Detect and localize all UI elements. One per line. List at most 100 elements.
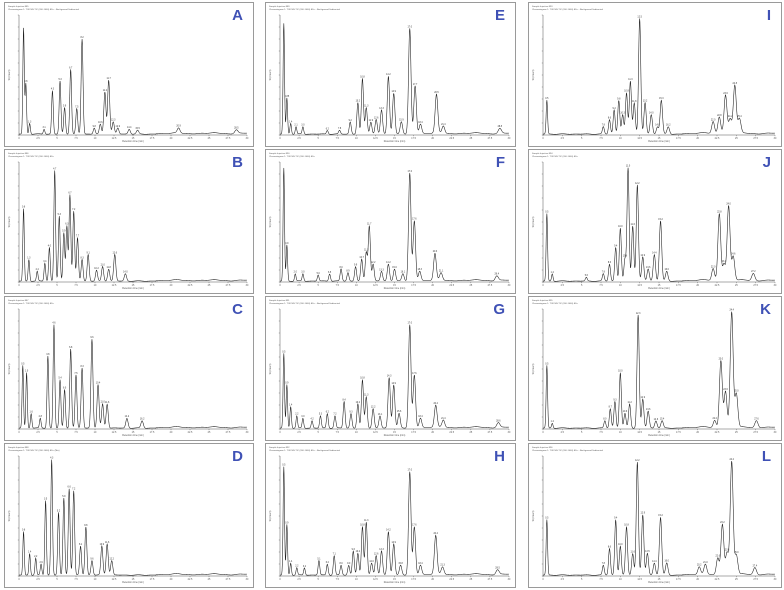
peak-label: 14.0 [123, 272, 128, 274]
peak-label: 1.0 [25, 371, 29, 373]
peak-label: 9.6 [352, 549, 356, 551]
peak-apex [419, 270, 420, 272]
x-tick-label: 12.5 [637, 284, 642, 287]
x-tick-label: 30 [774, 137, 777, 140]
panel-a: Sample Injection 885 Chromatogram 1: TOF … [4, 2, 254, 147]
peak-apex [443, 419, 444, 421]
peak-apex [654, 254, 655, 256]
peak-label: 4.3 [51, 89, 55, 91]
x-tick-label: 20 [170, 578, 173, 581]
peak-label: 10.0 [618, 226, 623, 228]
x-tick-label: 2.5 [297, 431, 301, 434]
x-tick-label: 22.5 [449, 431, 454, 434]
x-tick-label: 7.5 [599, 431, 603, 434]
x-tick-label: 17.5 [150, 284, 155, 287]
panel-header-line: Chromatogram 1: TOF MS TIC (200-1000) ES… [269, 155, 316, 158]
peak-label: 0.9 [285, 243, 289, 245]
peak-apex [434, 253, 436, 254]
panel-letter: J [762, 154, 771, 171]
peak-label: 21.1 [439, 270, 444, 272]
peak-label: 27.4 [753, 565, 758, 567]
peak-label: 8.1 [79, 544, 83, 546]
x-tick-label: 15 [393, 137, 396, 140]
x-tick-label: 0 [18, 284, 20, 287]
peak-label: 6.2 [326, 128, 330, 130]
peak-label: 10.2 [94, 268, 99, 270]
peak-label: 10.2 [356, 402, 361, 404]
chromatogram-trace [543, 167, 776, 282]
peak-label: 10.2 [356, 101, 361, 103]
x-tick-label: 27.5 [226, 137, 231, 140]
peak-apex [343, 401, 345, 402]
peak-label: 3.0 [301, 416, 305, 418]
peak-label: 6.8 [69, 347, 73, 349]
x-tick-label: 20 [431, 137, 434, 140]
peak-apex [393, 543, 394, 545]
panel-header-line: Sample Injection 887 [8, 299, 29, 302]
x-tick-label: 0 [542, 284, 544, 287]
peak-label: 4.2 [310, 419, 314, 421]
x-tick-label: 12.5 [373, 578, 378, 581]
peak-apex [26, 372, 27, 374]
x-tick-label: 10 [94, 137, 97, 140]
x-tick-label: 7.5 [336, 578, 340, 581]
x-tick-label: 22.5 [188, 431, 193, 434]
peak-apex [302, 126, 304, 128]
peak-label: 11.2 [103, 90, 108, 92]
peak-label: 15.5 [135, 128, 140, 130]
peak-label: 12.3 [111, 120, 116, 122]
peak-apex [420, 123, 421, 125]
peak-apex [637, 184, 638, 186]
peak-apex [362, 526, 363, 527]
peak-label: 6.7 [68, 193, 72, 195]
peak-apex [414, 526, 415, 528]
x-tick-label: 5 [317, 431, 319, 434]
x-axis-title: Retention time (min) [384, 581, 406, 584]
peak-apex [283, 23, 285, 24]
x-tick-label: 10 [619, 284, 622, 287]
peak-label: 0.8 [24, 81, 28, 83]
peak-apex [349, 121, 351, 123]
peak-apex [414, 374, 415, 376]
peak-apex [604, 420, 606, 422]
peak-apex [290, 123, 291, 124]
peak-label: 1.3 [28, 121, 32, 123]
peak-label: 17.6 [412, 219, 417, 221]
peak-label: 11.3 [364, 520, 369, 522]
x-tick-label: 2.5 [297, 578, 301, 581]
peak-apex [712, 268, 714, 269]
peak-label: 12.5 [637, 16, 642, 18]
peak-label: 5.3 [58, 214, 62, 216]
peak-apex [178, 127, 179, 129]
peak-apex [286, 97, 288, 99]
peak-label: 14.2 [125, 416, 130, 418]
peak-label: 10.2 [356, 551, 361, 553]
peak-label: 8.7 [609, 407, 613, 409]
peak-apex [106, 404, 108, 405]
peak-apex [731, 311, 732, 313]
y-axis-title: % (Count) [532, 510, 535, 521]
peak-apex [409, 172, 411, 174]
x-tick-label: 10 [619, 431, 622, 434]
peak-label: 6.5 [328, 272, 332, 274]
peak-label: 18.3 [417, 269, 422, 271]
x-tick-label: 10 [355, 431, 358, 434]
panel-header-line: Sample Injection 894 [532, 152, 553, 155]
peak-apex [329, 273, 330, 275]
panel-b: Sample Injection 886 Chromatogram 1: TOF … [4, 149, 254, 294]
peak-apex [436, 93, 437, 95]
peak-apex [393, 384, 394, 386]
peak-label: 24.8 [733, 83, 738, 85]
peak-label: 12.6 [113, 252, 118, 254]
peak-apex [320, 415, 321, 417]
x-tick-label: 15 [658, 137, 661, 140]
y-axis-title: % (Count) [269, 510, 272, 521]
peak-apex [723, 262, 725, 264]
peak-apex [51, 459, 52, 461]
peak-apex [660, 220, 661, 222]
peak-apex [375, 119, 377, 120]
panel-letter: B [232, 154, 243, 171]
peak-label: 8.6 [608, 547, 612, 549]
peak-label: 24.6 [731, 254, 736, 256]
peak-apex [400, 564, 401, 566]
